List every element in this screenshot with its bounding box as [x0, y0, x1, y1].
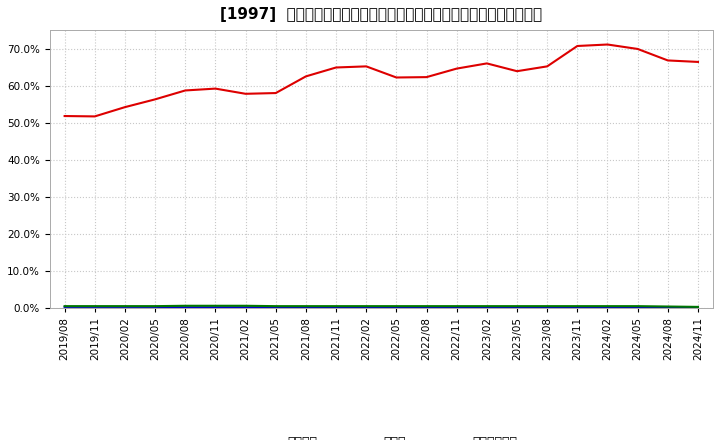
自己資本	[693, 59, 702, 65]
繰延税金資産	[693, 304, 702, 309]
自己資本	[362, 64, 371, 69]
自己資本	[603, 42, 612, 47]
繰延税金資産	[362, 304, 371, 309]
自己資本	[392, 75, 401, 80]
のれん	[392, 304, 401, 310]
繰延税金資産	[121, 304, 130, 309]
Legend: 自己資本, のれん, 繰延税金資産: 自己資本, のれん, 繰延税金資産	[240, 431, 522, 440]
のれん	[573, 305, 582, 310]
Line: 繰延税金資産: 繰延税金資産	[65, 306, 698, 307]
自己資本	[634, 46, 642, 51]
自己資本	[332, 65, 341, 70]
自己資本	[211, 86, 220, 91]
のれん	[664, 305, 672, 310]
のれん	[150, 304, 159, 309]
自己資本	[91, 114, 99, 119]
のれん	[211, 304, 220, 310]
繰延税金資産	[150, 304, 159, 309]
のれん	[271, 304, 280, 310]
のれん	[241, 304, 250, 310]
繰延税金資産	[603, 304, 612, 309]
繰延税金資産	[60, 304, 69, 309]
自己資本	[573, 44, 582, 49]
自己資本	[150, 97, 159, 102]
のれん	[634, 305, 642, 310]
のれん	[91, 304, 99, 309]
のれん	[332, 304, 341, 310]
自己資本	[452, 66, 461, 71]
自己資本	[302, 74, 310, 79]
自己資本	[664, 58, 672, 63]
自己資本	[482, 61, 491, 66]
繰延税金資産	[302, 304, 310, 309]
のれん	[693, 305, 702, 311]
繰延税金資産	[91, 304, 99, 309]
Line: のれん: のれん	[65, 307, 698, 308]
のれん	[121, 304, 130, 309]
繰延税金資産	[422, 304, 431, 309]
繰延税金資産	[211, 303, 220, 308]
のれん	[452, 304, 461, 310]
のれん	[482, 304, 491, 310]
自己資本	[271, 90, 280, 95]
のれん	[422, 304, 431, 310]
自己資本	[60, 114, 69, 119]
自己資本	[513, 69, 521, 74]
繰延税金資産	[543, 304, 552, 309]
のれん	[513, 304, 521, 310]
自己資本	[543, 64, 552, 69]
自己資本	[181, 88, 189, 93]
繰延税金資産	[513, 304, 521, 309]
自己資本	[121, 104, 130, 110]
のれん	[543, 305, 552, 310]
Line: 自己資本: 自己資本	[65, 44, 698, 117]
繰延税金資産	[332, 304, 341, 309]
繰延税金資産	[392, 304, 401, 309]
のれん	[362, 304, 371, 310]
繰延税金資産	[452, 304, 461, 309]
のれん	[302, 304, 310, 310]
繰延税金資産	[271, 304, 280, 309]
繰延税金資産	[482, 304, 491, 309]
自己資本	[241, 91, 250, 96]
自己資本	[422, 74, 431, 80]
繰延税金資産	[181, 303, 189, 308]
Title: [1997]  自己資本、のれん、繰延税金資産の総資産に対する比率の推移: [1997] 自己資本、のれん、繰延税金資産の総資産に対する比率の推移	[220, 7, 542, 22]
繰延税金資産	[241, 303, 250, 308]
繰延税金資産	[634, 304, 642, 309]
繰延税金資産	[664, 304, 672, 309]
のれん	[603, 305, 612, 310]
のれん	[60, 304, 69, 309]
のれん	[181, 304, 189, 310]
繰延税金資産	[573, 304, 582, 309]
